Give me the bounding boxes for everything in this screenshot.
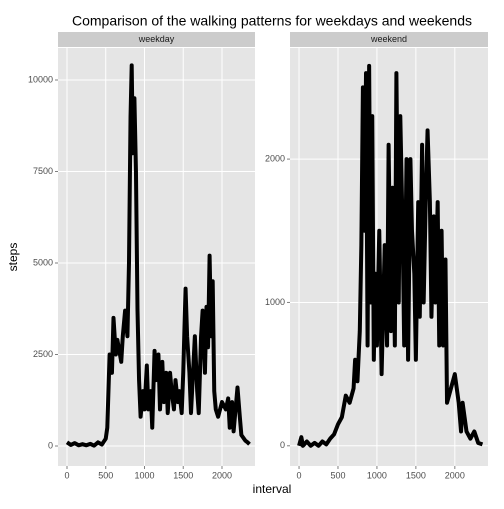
line [65, 63, 251, 448]
y-tick-label: 5000 [33, 257, 53, 267]
y-tick-label: 2500 [33, 349, 53, 359]
strip-label: weekend [370, 34, 407, 44]
x-tick-label: 2000 [445, 470, 465, 480]
y-tick-label: 10000 [28, 74, 53, 84]
strip [290, 32, 488, 47]
x-tick-label: 500 [98, 470, 113, 480]
y-tick-label: 0 [280, 440, 285, 450]
x-tick-label: 1500 [173, 470, 193, 480]
x-tick-label: 500 [330, 470, 345, 480]
x-tick-label: 1500 [406, 470, 426, 480]
strip [58, 32, 255, 47]
x-tick-label: 0 [64, 470, 69, 480]
x-tick-label: 1000 [367, 470, 387, 480]
x-tick-label: 0 [297, 470, 302, 480]
line [297, 63, 484, 448]
x-tick-label: 2000 [212, 470, 232, 480]
y-tick-label: 0 [48, 440, 53, 450]
x-axis-label: interval [253, 482, 292, 496]
chart-title: Comparison of the walking patterns for w… [72, 13, 472, 29]
y-tick-label: 2000 [265, 153, 285, 163]
y-tick-label: 7500 [33, 166, 53, 176]
x-tick-label: 1000 [134, 470, 154, 480]
y-tick-label: 1000 [265, 297, 285, 307]
strip-label: weekday [138, 34, 175, 44]
y-axis-label: steps [6, 243, 20, 272]
